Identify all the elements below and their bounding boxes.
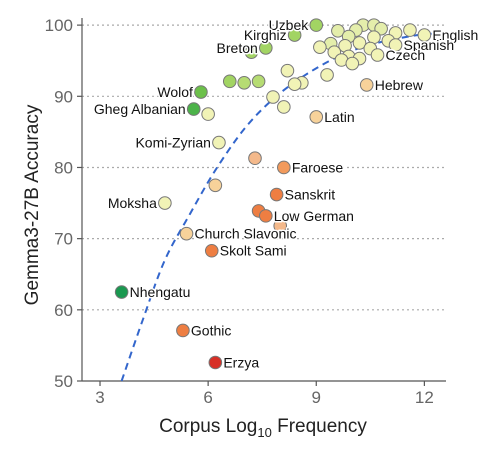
point-label-skolt-sami: Skolt Sami <box>220 243 287 259</box>
point-unlabeled-30 <box>248 151 262 166</box>
y-tick-label-50: 50 <box>54 372 73 391</box>
point-low-german <box>259 209 273 223</box>
point-unlabeled-26 <box>222 74 237 89</box>
point-unlabeled-29 <box>201 107 215 121</box>
point-moksha <box>158 196 172 210</box>
point-label-kirghiz: Kirghiz <box>244 27 287 43</box>
point-skolt-sami <box>204 243 219 258</box>
tick-labels: 50 60 70 80 90 100 3 6 9 12 <box>45 16 434 407</box>
point-english <box>417 28 432 42</box>
point-kirghiz <box>287 28 302 42</box>
point-unlabeled-12 <box>352 36 367 50</box>
point-label-faroese: Faroese <box>292 159 344 175</box>
point-label-uzbek: Uzbek <box>269 17 310 33</box>
y-tick-label-70: 70 <box>54 230 73 249</box>
point-unlabeled-19 <box>345 56 360 71</box>
point-label-nhengatu: Nhengatu <box>130 284 191 300</box>
point-label-latin: Latin <box>324 109 354 125</box>
point-nhengatu <box>114 285 129 299</box>
point-latin <box>309 110 324 124</box>
point-unlabeled-24 <box>237 75 251 90</box>
point-unlabeled-32 <box>273 219 288 233</box>
point-unlabeled-5 <box>403 23 417 37</box>
point-label-komi-zyrian: Komi-Zyrian <box>135 135 210 151</box>
point-label-church-slavonic: Church Slavonic <box>195 226 297 242</box>
axes <box>77 18 446 386</box>
y-tick-label-100: 100 <box>45 16 73 35</box>
point-hebrew <box>359 78 374 92</box>
point-label-wolof: Wolof <box>157 84 193 100</box>
trend-line <box>120 32 432 382</box>
y-axis-title: Gemma3-27B Accuracy <box>22 104 43 305</box>
point-breton <box>259 41 273 55</box>
point-label-spanish: Spanish <box>404 37 455 53</box>
x-tick-label-12: 12 <box>415 388 434 407</box>
point-gothic <box>176 323 190 338</box>
point-unlabeled-6 <box>331 24 345 38</box>
x-tick-label-6: 6 <box>203 388 212 407</box>
point-label-breton: Breton <box>217 40 258 56</box>
point-unlabeled-25 <box>251 74 266 89</box>
point-label-gothic: Gothic <box>191 322 231 338</box>
x-tick-label-3: 3 <box>95 388 104 407</box>
point-uzbek <box>309 18 324 32</box>
point-label-sanskrit: Sanskrit <box>285 187 336 203</box>
point-unlabeled-14 <box>313 40 327 54</box>
x-axis-title: Corpus Log10 Frequency <box>159 416 367 440</box>
point-label-english: English <box>432 27 478 43</box>
point-sanskrit <box>269 187 284 202</box>
point-unlabeled-31 <box>208 178 223 193</box>
point-unlabeled-8 <box>367 30 381 45</box>
y-tick-label-60: 60 <box>54 301 73 320</box>
point-label-erzya: Erzya <box>223 354 259 370</box>
point-erzya <box>208 355 223 370</box>
point-unlabeled-28 <box>277 100 291 114</box>
point-label-gheg-albanian: Gheg Albanian <box>94 101 186 117</box>
point-label-low-german: Low German <box>274 208 354 224</box>
point-label-moksha: Moksha <box>108 195 157 211</box>
point-church-slavonic <box>179 226 194 241</box>
point-czech <box>370 48 385 62</box>
y-tick-label-90: 90 <box>54 87 73 106</box>
point-unlabeled-23 <box>287 77 302 91</box>
point-spanish <box>388 38 403 52</box>
point-unlabeled-27 <box>266 90 280 104</box>
point-unlabeled-20 <box>280 63 295 78</box>
point-wolof <box>194 85 208 99</box>
data-points <box>114 18 432 370</box>
point-komi-zyrian <box>212 135 226 150</box>
point-label-czech: Czech <box>386 47 426 63</box>
grid-lines <box>82 24 446 311</box>
x-tick-label-9: 9 <box>312 388 321 407</box>
point-gheg-albanian <box>186 102 201 116</box>
point-faroese <box>277 160 291 175</box>
y-tick-label-80: 80 <box>54 158 73 177</box>
point-unlabeled-39 <box>244 45 259 59</box>
point-label-hebrew: Hebrew <box>375 77 424 93</box>
point-unlabeled-21 <box>320 68 334 82</box>
